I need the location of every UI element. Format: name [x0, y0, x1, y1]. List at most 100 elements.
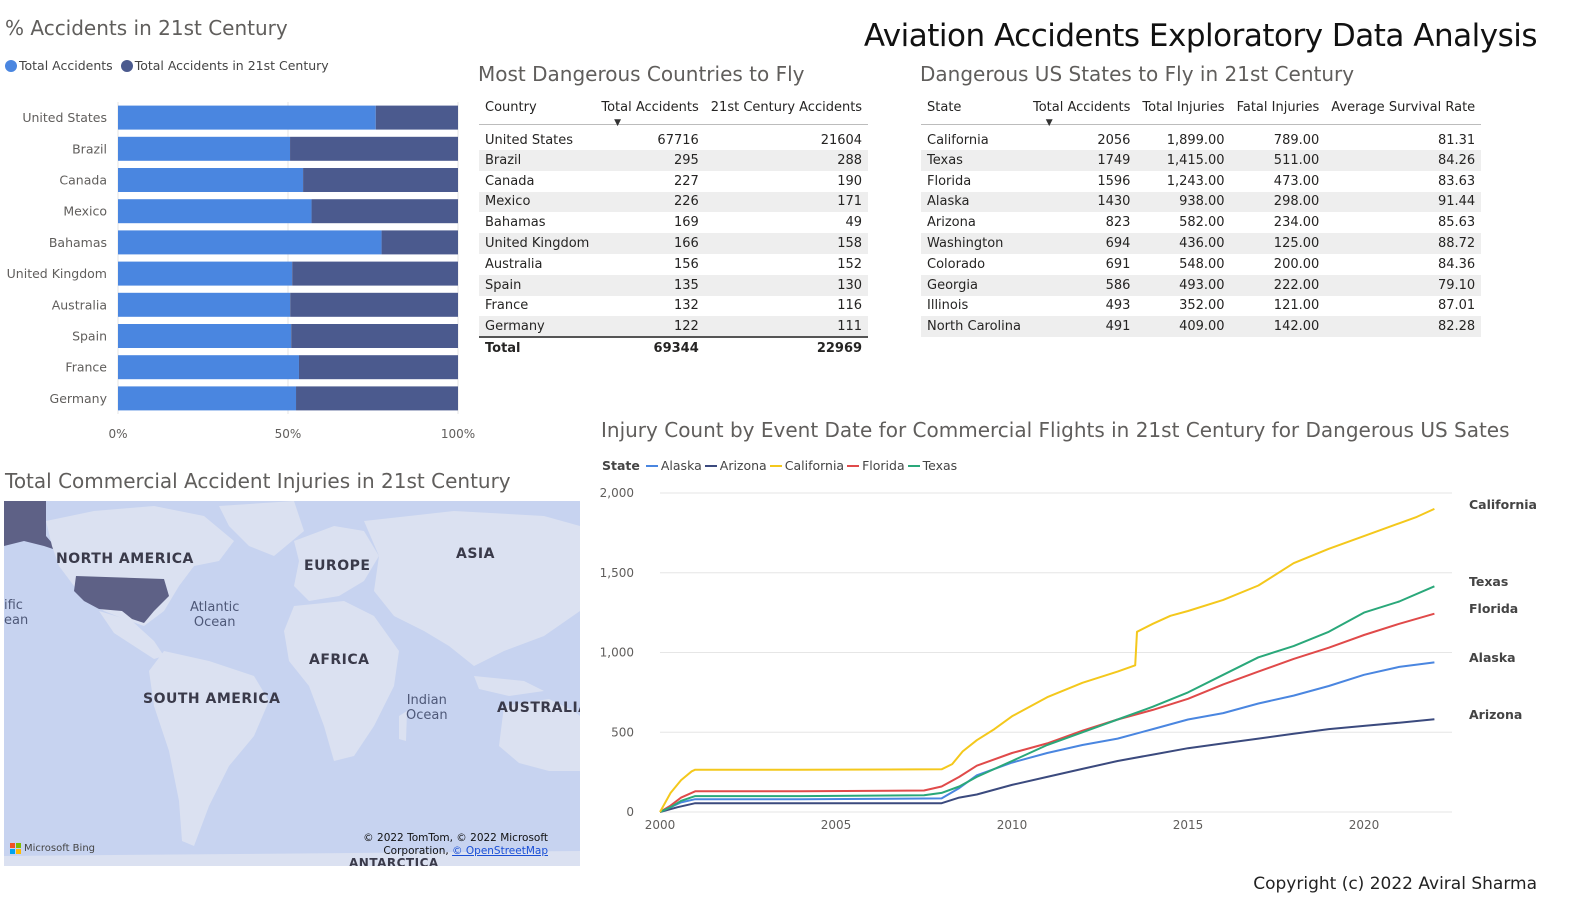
table-row[interactable]: Arizona 823 582.00 234.00 85.63 [921, 212, 1481, 233]
table-row[interactable]: Texas 1749 1,415.00 511.00 84.26 [921, 150, 1482, 171]
legend-label-total: Total Accidents [19, 58, 113, 73]
map-credit-line2: Corporation, © OpenStreetMap [363, 845, 548, 858]
table-row[interactable]: Colorado 691 548.00 200.00 84.36 [921, 254, 1481, 275]
table-cell: 1596 [1097, 173, 1131, 189]
table-cell: 125.00 [1273, 236, 1320, 252]
table-row[interactable]: California 2056 1,899.00 789.00 81.31 [921, 124, 1481, 150]
table-row[interactable]: Alaska 1430 938.00 298.00 91.44 [921, 191, 1482, 213]
table-cell: 84.26 [1437, 152, 1476, 168]
table-cell: Mexico [485, 194, 531, 210]
y-tick-label: 2,000 [600, 486, 634, 500]
series-line-texas [659, 585, 1435, 813]
table-cell: 586 [1105, 277, 1131, 293]
table-cell: 548.00 [1179, 256, 1225, 272]
table-cell: Australia [485, 256, 543, 272]
table-row[interactable]: Canada 227 190 [479, 171, 868, 192]
col-header-country[interactable]: Country [485, 100, 537, 115]
category-label: Canada [59, 173, 107, 188]
table-cell: 295 [673, 152, 699, 168]
legend-item-century[interactable]: Total Accidents in 21st Century [120, 58, 329, 73]
label-south-america: SOUTH AMERICA [143, 691, 281, 707]
table-row[interactable]: United States 67716 21604 [479, 124, 868, 150]
line-chart-legend: State Alaska Arizona California Florida … [602, 458, 960, 473]
bar-21st-century [375, 105, 458, 130]
map-land-shapes [4, 501, 580, 866]
table-cell: 1749 [1097, 152, 1131, 168]
table-row[interactable]: North Carolina 491 409.00 142.00 82.28 [921, 316, 1482, 338]
col-header-total-accidents[interactable]: Total Accidents ▼ [595, 96, 704, 128]
table-cell: 83.63 [1437, 173, 1476, 189]
table-row[interactable]: Washington 694 436.00 125.00 88.72 [921, 233, 1482, 254]
table-row[interactable]: Germany 122 111 [479, 316, 869, 338]
bar-total-accidents [118, 386, 297, 411]
table-cell: Arizona [927, 215, 976, 231]
bar-21st-century [298, 355, 458, 380]
central-america-land [99, 611, 164, 659]
africa-land [284, 601, 399, 761]
table-row[interactable]: Australia 156 152 [479, 254, 868, 275]
table-cell: 190 [837, 173, 863, 189]
table-row[interactable]: United Kingdom 166 158 [479, 233, 869, 254]
col-header-survival-rate[interactable]: Average Survival Rate [1331, 100, 1476, 115]
table-cell: 142.00 [1273, 319, 1320, 335]
table-cell: 1,243.00 [1166, 173, 1225, 189]
col-header-total-accidents[interactable]: Total Accidents ▼ [1027, 96, 1136, 128]
table-row[interactable]: Bahamas 169 49 [479, 212, 868, 233]
table-cell: Illinois [927, 298, 969, 314]
table-cell: 352.00 [1179, 298, 1225, 314]
legend-label-california: California [784, 458, 845, 473]
table-header-row: Country Total Accidents ▼ 21st Century Ac… [479, 96, 869, 128]
asia-land [364, 511, 580, 666]
world-map[interactable]: NORTH AMERICA EUROPE ASIA AFRICA SOUTH A… [4, 501, 580, 866]
legend-item-total[interactable]: Total Accidents [5, 58, 113, 73]
table-cell: 85.63 [1437, 215, 1476, 231]
table-row[interactable]: Florida 1596 1,243.00 473.00 83.63 [921, 171, 1481, 192]
label-antarctica: ANTARCTICA [349, 856, 439, 866]
table-cell: United Kingdom [485, 236, 590, 252]
legend-label-florida: Florida [862, 458, 905, 473]
col-header-21st-accidents[interactable]: 21st Century Accidents [710, 100, 863, 115]
bar-21st-century [311, 199, 458, 224]
x-tick-label: 0% [108, 427, 127, 440]
table-row[interactable]: Illinois 493 352.00 121.00 87.01 [921, 296, 1481, 317]
openstreetmap-link[interactable]: © OpenStreetMap [452, 845, 548, 857]
copyright-text: Copyright (c) 2022 Aviral Sharma [1253, 874, 1537, 894]
bar-total-accidents [118, 292, 291, 317]
bing-attribution: Microsoft Bing [10, 843, 95, 854]
table-cell: 156 [673, 256, 699, 272]
table-cell: 409.00 [1179, 319, 1225, 335]
table-row[interactable]: Mexico 226 171 [479, 191, 869, 213]
legend-item-florida[interactable]: Florida [847, 458, 905, 473]
col-header-state[interactable]: State [927, 100, 962, 115]
legend-item-alaska[interactable]: Alaska [645, 458, 702, 473]
table-cell: 116 [837, 298, 863, 314]
y-tick-label: 1,000 [600, 646, 634, 660]
table-cell: United States [485, 132, 574, 148]
table-row[interactable]: Georgia 586 493.00 222.00 79.10 [921, 274, 1482, 296]
pct-bar-chart: 0% 50% 100% United States Brazil Canada Mexico… [7, 102, 475, 440]
end-label-florida: Florida [1469, 601, 1518, 616]
legend-item-california[interactable]: California [769, 458, 845, 473]
legend-item-texas[interactable]: Texas [907, 458, 957, 473]
end-label-arizona: Arizona [1469, 707, 1522, 722]
table-cell: 582.00 [1179, 215, 1225, 231]
label-europe: EUROPE [304, 558, 371, 574]
table-row[interactable]: France 132 116 [479, 296, 868, 317]
table-total-row: Total 69344 22969 [479, 337, 869, 359]
x-tick-label: 2020 [1349, 818, 1380, 832]
x-tick-label: 50% [275, 427, 302, 440]
table-cell: 493 [1105, 298, 1131, 314]
table-row[interactable]: Brazil 295 288 [479, 150, 869, 171]
table-cell: 288 [837, 152, 863, 168]
legend-item-arizona[interactable]: Arizona [704, 458, 767, 473]
table-cell: Canada [485, 173, 535, 189]
col-header-total-injuries[interactable]: Total Injuries [1142, 100, 1225, 115]
label-pacific-ocean: ific ean [4, 598, 29, 628]
injury-line-chart: 0 500 1,000 1,500 2,000 2000 2005 2010 2015 2020 C… [600, 486, 1537, 832]
col-header-fatal-injuries[interactable]: Fatal Injuries [1236, 100, 1320, 115]
table-header-row: State Total Accidents ▼ Total Injuries Fa… [921, 96, 1482, 128]
y-tick-label: 1,500 [600, 566, 634, 580]
table-cell: 158 [837, 236, 863, 252]
table-cell: Bahamas [485, 215, 546, 231]
table-row[interactable]: Spain 135 130 [479, 274, 869, 296]
